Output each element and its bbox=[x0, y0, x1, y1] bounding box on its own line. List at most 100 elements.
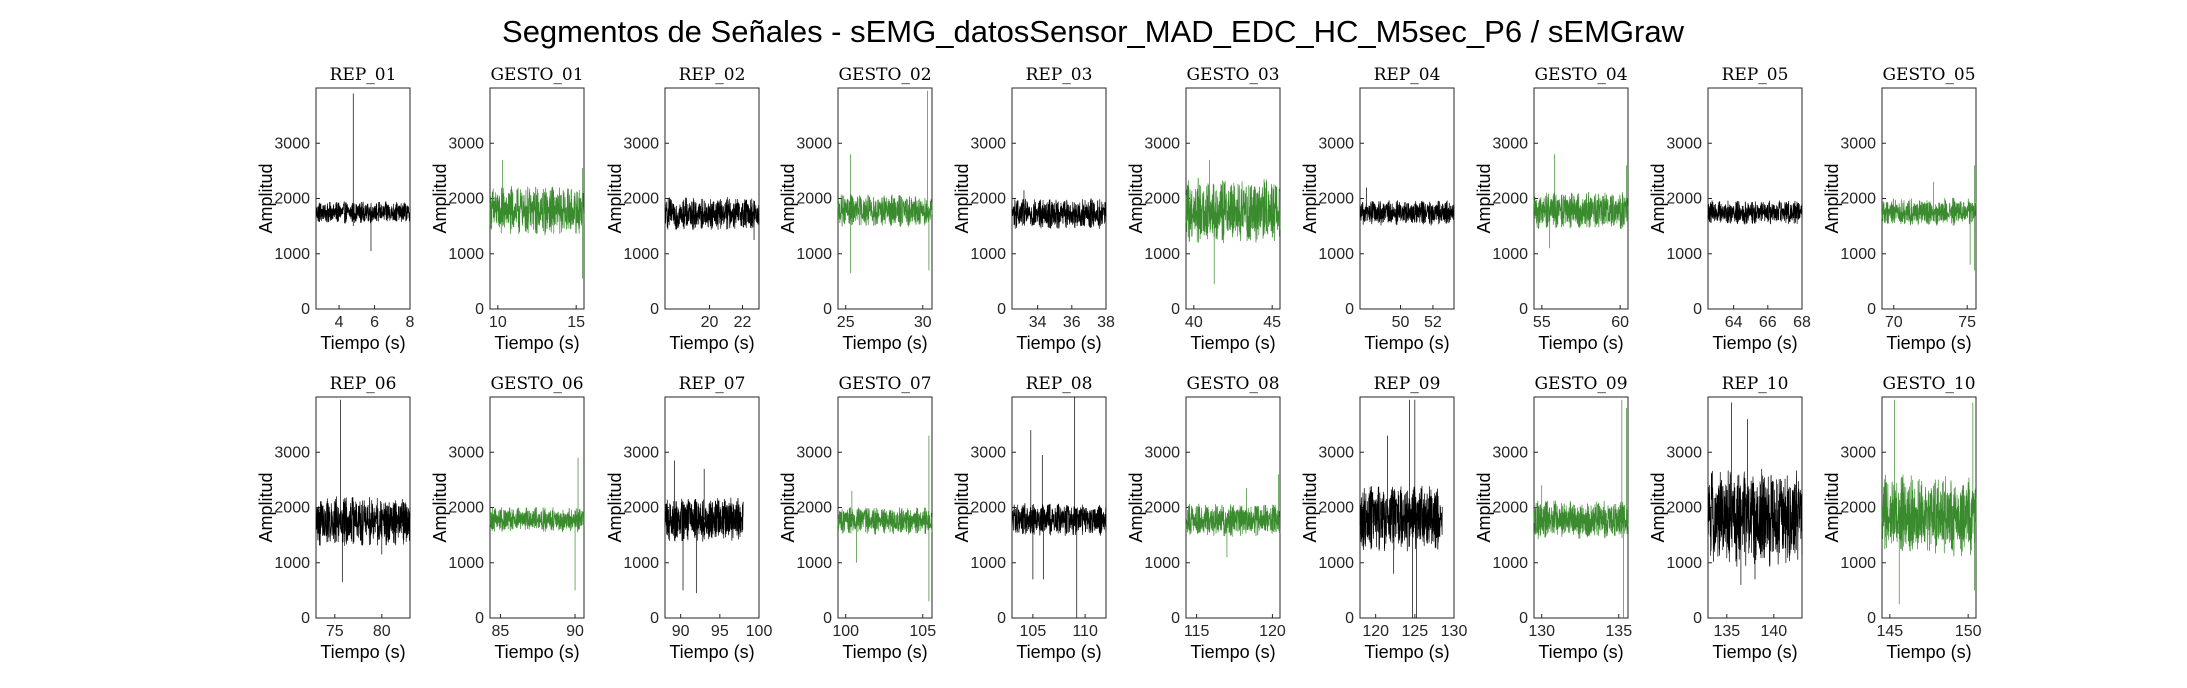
plot-frame bbox=[1359, 87, 1455, 310]
y-tick-label: 2000 bbox=[1666, 191, 1702, 208]
y-tick-label: 3000 bbox=[1144, 444, 1180, 461]
y-tick-label: 3000 bbox=[623, 135, 659, 152]
y-tick-label: 0 bbox=[301, 610, 310, 627]
y-tick-label: 3000 bbox=[274, 135, 310, 152]
y-axis-label: Amplitud bbox=[256, 472, 276, 542]
x-tick-label: 25 bbox=[837, 314, 855, 331]
y-tick-label: 2000 bbox=[448, 500, 484, 517]
x-tick-label: 15 bbox=[567, 314, 585, 331]
x-tick-label: 135 bbox=[1605, 623, 1632, 640]
y-axis-label: Amplitud bbox=[1648, 472, 1668, 542]
subplot-rep-05: REP_05 0 1000 2000 3000 64 66 68 Tiempo (s) Ampli… bbox=[1648, 65, 1811, 353]
plot-frame bbox=[837, 396, 933, 619]
subplot-title: REP_01 bbox=[330, 65, 397, 85]
subplot-gesto-08: GESTO_08 0 1000 2000 3000 115 120 Tiempo (s) Amp… bbox=[1126, 374, 1286, 662]
y-axis-label: Amplitud bbox=[952, 472, 972, 542]
y-tick-label: 3000 bbox=[1318, 444, 1354, 461]
x-tick-label: 100 bbox=[746, 623, 773, 640]
y-tick-label: 1000 bbox=[623, 246, 659, 263]
y-tick-label: 0 bbox=[301, 301, 310, 318]
subplot-title: GESTO_08 bbox=[1186, 374, 1279, 394]
x-tick-label: 64 bbox=[1725, 314, 1743, 331]
y-tick-label: 1000 bbox=[796, 555, 832, 572]
signal-line-rep bbox=[315, 93, 411, 251]
subplot-title: REP_02 bbox=[679, 65, 746, 85]
x-tick-label: 125 bbox=[1401, 623, 1428, 640]
y-tick-label: 2000 bbox=[1318, 500, 1354, 517]
x-tick-label: 100 bbox=[832, 623, 859, 640]
subplot-title: REP_03 bbox=[1026, 65, 1093, 85]
y-tick-label: 2000 bbox=[1840, 500, 1876, 517]
subplot-title: GESTO_02 bbox=[838, 65, 931, 85]
x-axis-label: Tiempo (s) bbox=[320, 642, 405, 662]
y-tick-label: 0 bbox=[1519, 301, 1528, 318]
x-tick-label: 115 bbox=[1184, 623, 1210, 640]
y-tick-label: 0 bbox=[1867, 610, 1876, 627]
y-tick-label: 3000 bbox=[448, 444, 484, 461]
y-tick-label: 0 bbox=[1693, 301, 1702, 318]
y-tick-label: 2000 bbox=[1144, 191, 1180, 208]
y-tick-label: 1000 bbox=[970, 246, 1006, 263]
y-tick-label: 3000 bbox=[1144, 135, 1180, 152]
signal-line-gesto bbox=[1185, 474, 1281, 558]
y-axis-label: Amplitud bbox=[1822, 472, 1842, 542]
plot-frame bbox=[489, 396, 585, 619]
y-axis-label: Amplitud bbox=[1300, 163, 1320, 233]
signal-line-rep bbox=[664, 460, 744, 594]
y-tick-label: 1000 bbox=[796, 246, 832, 263]
x-tick-label: 34 bbox=[1029, 314, 1047, 331]
x-tick-label: 40 bbox=[1185, 314, 1203, 331]
x-tick-label: 110 bbox=[1072, 623, 1098, 640]
x-tick-label: 95 bbox=[711, 623, 729, 640]
x-tick-label: 45 bbox=[1263, 314, 1281, 331]
subplot-gesto-03: GESTO_03 0 1000 2000 3000 40 45 Tiempo (s) Ampli… bbox=[1126, 65, 1281, 353]
x-axis-label: Tiempo (s) bbox=[1538, 642, 1623, 662]
x-tick-label: 22 bbox=[734, 314, 752, 331]
y-tick-label: 0 bbox=[1519, 610, 1528, 627]
x-tick-label: 130 bbox=[1441, 623, 1468, 640]
y-tick-label: 3000 bbox=[1666, 444, 1702, 461]
y-tick-label: 1000 bbox=[1840, 555, 1876, 572]
subplot-gesto-02: GESTO_02 0 1000 2000 3000 25 30 Tiempo (s) Ampli… bbox=[778, 65, 933, 353]
x-tick-label: 130 bbox=[1528, 623, 1555, 640]
signal-line-gesto bbox=[837, 435, 933, 602]
y-axis-label: Amplitud bbox=[1474, 472, 1494, 542]
y-tick-label: 0 bbox=[1693, 610, 1702, 627]
signal-line-gesto bbox=[1881, 399, 1977, 605]
subplot-rep-03: REP_03 0 1000 2000 3000 34 36 38 Tiempo (s) Ampli… bbox=[952, 65, 1115, 353]
y-tick-label: 2000 bbox=[1666, 500, 1702, 517]
subplot-title: REP_10 bbox=[1722, 374, 1789, 394]
subplot-rep-02: REP_02 0 1000 2000 3000 20 22 Tiempo (s) Amplitu… bbox=[605, 65, 760, 353]
subplot-rep-10: REP_10 0 1000 2000 3000 135 140 Tiempo (s) Ampli… bbox=[1648, 374, 1803, 662]
subplot-rep-09: REP_09 0 1000 2000 3000 120 125 130 Tiempo (s) Am… bbox=[1300, 374, 1467, 662]
signal-line-gesto bbox=[1533, 399, 1629, 618]
y-tick-label: 2000 bbox=[623, 191, 659, 208]
x-axis-label: Tiempo (s) bbox=[842, 333, 927, 353]
y-tick-label: 0 bbox=[1345, 301, 1354, 318]
y-tick-label: 3000 bbox=[1840, 444, 1876, 461]
plot-frame bbox=[1011, 87, 1107, 310]
x-axis-label: Tiempo (s) bbox=[1886, 642, 1971, 662]
y-tick-label: 2000 bbox=[1840, 191, 1876, 208]
y-tick-label: 1000 bbox=[1318, 246, 1354, 263]
subplot-title: GESTO_06 bbox=[490, 374, 583, 394]
y-tick-label: 3000 bbox=[1492, 135, 1528, 152]
y-tick-label: 2000 bbox=[448, 191, 484, 208]
x-tick-label: 70 bbox=[1885, 314, 1903, 331]
subplot-title: GESTO_07 bbox=[838, 374, 931, 394]
subplot-gesto-09: GESTO_09 0 1000 2000 3000 130 135 Tiempo (s) Amp… bbox=[1474, 374, 1632, 662]
y-tick-label: 0 bbox=[997, 610, 1006, 627]
x-tick-label: 135 bbox=[1713, 623, 1740, 640]
subplot-title: GESTO_10 bbox=[1882, 374, 1975, 394]
y-axis-label: Amplitud bbox=[430, 472, 450, 542]
y-tick-label: 0 bbox=[475, 610, 484, 627]
y-tick-label: 2000 bbox=[970, 500, 1006, 517]
y-tick-label: 3000 bbox=[448, 135, 484, 152]
subplot-gesto-01: GESTO_01 0 1000 2000 3000 10 15 Tiempo (s) Ampli… bbox=[430, 65, 585, 353]
signal-line-gesto bbox=[489, 457, 585, 591]
y-tick-label: 0 bbox=[1171, 610, 1180, 627]
y-tick-label: 3000 bbox=[970, 444, 1006, 461]
